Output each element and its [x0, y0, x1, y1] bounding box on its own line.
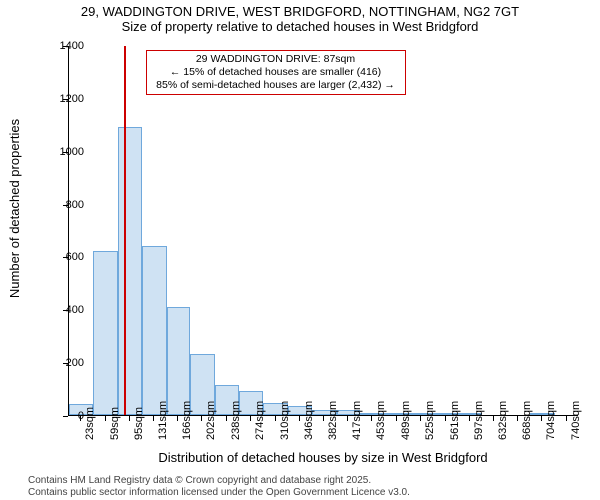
title-line-1: 29, WADDINGTON DRIVE, WEST BRIDGFORD, NO… [0, 4, 600, 19]
x-tick-mark [177, 416, 178, 421]
annotation-line-1: 29 WADDINGTON DRIVE: 87sqm [153, 53, 399, 66]
histogram-bar [167, 307, 191, 415]
bars-group [69, 46, 578, 415]
x-tick-mark [517, 416, 518, 421]
x-tick-label: 417sqm [351, 401, 363, 440]
y-tick-mark [63, 152, 68, 153]
x-tick-label: 704sqm [545, 401, 557, 440]
x-tick-mark [493, 416, 494, 421]
x-tick-label: 346sqm [303, 401, 315, 440]
y-axis-label: Number of detached properties [6, 0, 24, 416]
property-marker-line [124, 46, 126, 415]
histogram-bar [93, 251, 117, 415]
x-tick-label: 166sqm [181, 401, 193, 440]
x-tick-mark [371, 416, 372, 421]
y-tick-mark [63, 257, 68, 258]
y-tick-mark [63, 363, 68, 364]
histogram-bar [142, 246, 166, 415]
x-tick-mark [80, 416, 81, 421]
x-tick-mark [445, 416, 446, 421]
y-tick-mark [63, 310, 68, 311]
x-tick-label: 668sqm [521, 401, 533, 440]
annotation-line-2: ← 15% of detached houses are smaller (41… [153, 66, 399, 79]
annotation-box: 29 WADDINGTON DRIVE: 87sqm ← 15% of deta… [146, 50, 406, 95]
footer-line-2: Contains public sector information licen… [28, 487, 410, 499]
annotation-line-3: 85% of semi-detached houses are larger (… [153, 79, 399, 92]
x-tick-label: 525sqm [424, 401, 436, 440]
x-tick-mark [469, 416, 470, 421]
histogram-bar [118, 127, 142, 415]
x-tick-label: 23sqm [84, 407, 96, 440]
chart-title: 29, WADDINGTON DRIVE, WEST BRIDGFORD, NO… [0, 4, 600, 34]
x-tick-mark [201, 416, 202, 421]
x-tick-label: 274sqm [254, 401, 266, 440]
x-tick-mark [420, 416, 421, 421]
x-tick-label: 95sqm [133, 407, 145, 440]
x-tick-label: 489sqm [400, 401, 412, 440]
x-tick-label: 632sqm [497, 401, 509, 440]
footer-line-1: Contains HM Land Registry data © Crown c… [28, 475, 410, 487]
x-axis-label: Distribution of detached houses by size … [68, 450, 578, 465]
x-tick-mark [129, 416, 130, 421]
x-tick-mark [275, 416, 276, 421]
x-tick-label: 202sqm [205, 401, 217, 440]
x-tick-mark [541, 416, 542, 421]
x-tick-label: 740sqm [570, 401, 582, 440]
x-tick-mark [153, 416, 154, 421]
chart-container: { "chart": { "type": "histogram", "title… [0, 0, 600, 500]
x-tick-label: 597sqm [473, 401, 485, 440]
x-tick-label: 238sqm [230, 401, 242, 440]
y-tick-mark [63, 205, 68, 206]
x-tick-label: 382sqm [327, 401, 339, 440]
x-tick-mark [566, 416, 567, 421]
title-line-2: Size of property relative to detached ho… [0, 19, 600, 34]
footer-attribution: Contains HM Land Registry data © Crown c… [0, 475, 410, 498]
x-tick-label: 131sqm [157, 401, 169, 440]
x-tick-label: 59sqm [109, 407, 121, 440]
plot-area: 29 WADDINGTON DRIVE: 87sqm ← 15% of deta… [68, 46, 578, 416]
x-tick-mark [250, 416, 251, 421]
x-tick-label: 561sqm [449, 401, 461, 440]
x-tick-mark [105, 416, 106, 421]
y-tick-mark [63, 99, 68, 100]
x-tick-label: 453sqm [375, 401, 387, 440]
y-tick-mark [63, 416, 68, 417]
x-tick-label: 310sqm [279, 401, 291, 440]
x-tick-mark [299, 416, 300, 421]
x-tick-mark [396, 416, 397, 421]
y-tick-mark [63, 46, 68, 47]
x-tick-mark [323, 416, 324, 421]
x-tick-mark [347, 416, 348, 421]
x-tick-mark [226, 416, 227, 421]
